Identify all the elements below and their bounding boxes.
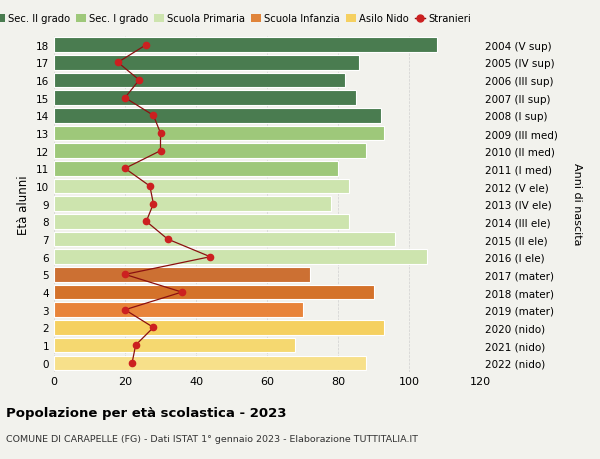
Bar <box>54 162 338 176</box>
Y-axis label: Anni di nascita: Anni di nascita <box>572 163 581 246</box>
Text: COMUNE DI CARAPELLE (FG) - Dati ISTAT 1° gennaio 2023 - Elaborazione TUTTITALIA.: COMUNE DI CARAPELLE (FG) - Dati ISTAT 1°… <box>6 434 418 443</box>
Bar <box>54 127 384 141</box>
Y-axis label: Età alunni: Età alunni <box>17 174 31 234</box>
Bar <box>54 197 331 212</box>
Bar <box>54 179 349 194</box>
Bar <box>54 215 349 229</box>
Bar <box>54 356 367 370</box>
Text: Popolazione per età scolastica - 2023: Popolazione per età scolastica - 2023 <box>6 406 287 419</box>
Bar <box>54 285 373 300</box>
Bar <box>54 303 302 317</box>
Bar <box>54 232 395 247</box>
Bar <box>54 109 380 123</box>
Bar <box>54 38 437 53</box>
Bar <box>54 338 295 353</box>
Bar <box>54 268 310 282</box>
Bar <box>54 91 356 106</box>
Bar <box>54 250 427 264</box>
Bar <box>54 73 345 88</box>
Bar <box>54 320 384 335</box>
Bar <box>54 56 359 70</box>
Legend: Sec. II grado, Sec. I grado, Scuola Primaria, Scuola Infanzia, Asilo Nido, Stran: Sec. II grado, Sec. I grado, Scuola Prim… <box>0 11 475 28</box>
Bar <box>54 144 367 158</box>
